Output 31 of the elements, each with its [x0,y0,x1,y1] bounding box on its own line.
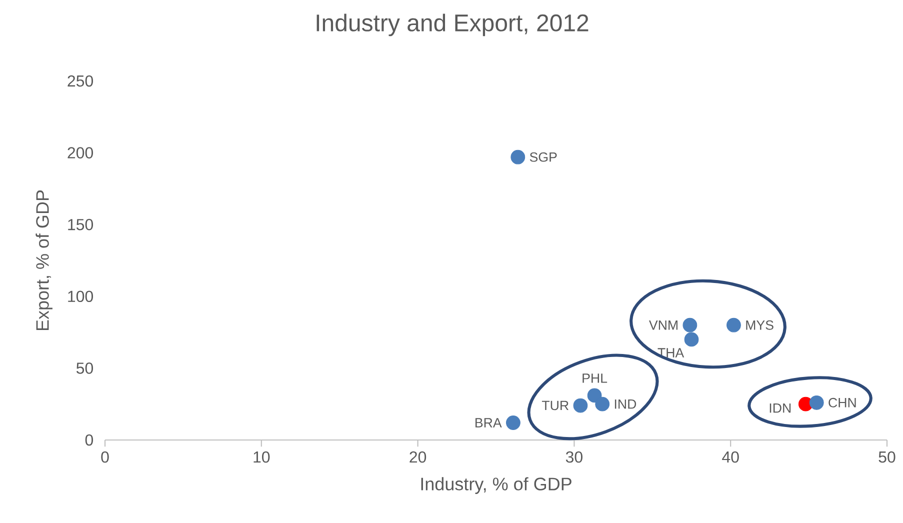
y-tick-label: 100 [68,290,94,302]
x-tick-label: 50 [878,451,896,463]
x-axis-title: Industry, % of GDP [421,477,572,494]
point [506,416,520,430]
y-tick-label: 50 [76,362,94,374]
annotation: CHN [828,398,856,408]
x-tick-label: 10 [254,451,270,463]
point [684,332,699,347]
point [510,150,526,164]
x-tick-label: 0 [101,451,109,463]
y-tick-label: 250 [68,75,94,87]
point [682,318,698,332]
annotation: IDN [770,403,791,413]
annotation: TUR [542,400,568,410]
point [726,318,741,332]
annotation: IND [614,399,636,409]
y-axis-title: Export, % of GDP [36,190,52,330]
chart-title: Industry and Export, 2012 [316,14,588,36]
y-tick-label: 150 [68,218,94,230]
annotation: BRA [476,418,502,428]
x-tick-label: 40 [722,451,739,463]
annotation: SGP [530,152,557,162]
annotation: THA [658,348,684,358]
annotation: VNM [648,320,678,330]
annotation: MYS [746,320,774,330]
x-tick-label: 20 [410,451,426,463]
y-tick-label: 0 [85,434,94,446]
y-tick-label: 200 [68,147,94,158]
point [809,395,824,410]
annotation: PHL [582,374,608,383]
x-tick-label: 30 [566,451,582,463]
